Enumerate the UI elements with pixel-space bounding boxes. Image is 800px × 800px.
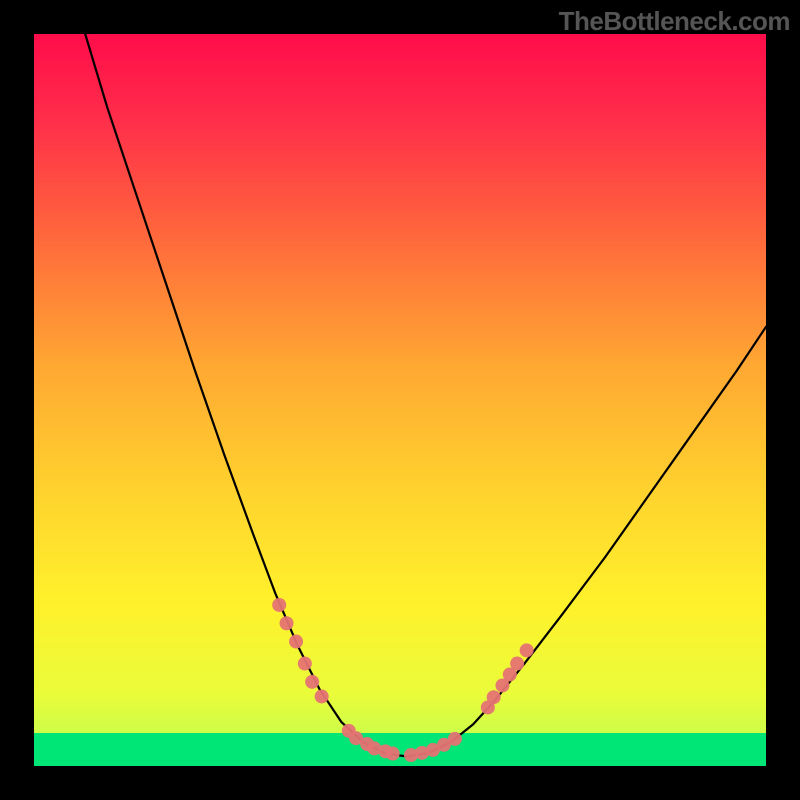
- watermark-text: TheBottleneck.com: [559, 6, 790, 37]
- scatter-point: [289, 635, 303, 649]
- scatter-point: [315, 689, 329, 703]
- plot-area: [34, 34, 766, 766]
- scatter-point: [305, 675, 319, 689]
- stage: TheBottleneck.com: [0, 0, 800, 800]
- scatter-point: [487, 690, 501, 704]
- scatter-point: [280, 616, 294, 630]
- scatter-layer: [34, 34, 766, 766]
- scatter-point: [510, 657, 524, 671]
- scatter-point: [520, 643, 534, 657]
- scatter-point: [298, 657, 312, 671]
- scatter-point: [386, 747, 400, 761]
- scatter-point: [448, 732, 462, 746]
- scatter-point: [272, 598, 286, 612]
